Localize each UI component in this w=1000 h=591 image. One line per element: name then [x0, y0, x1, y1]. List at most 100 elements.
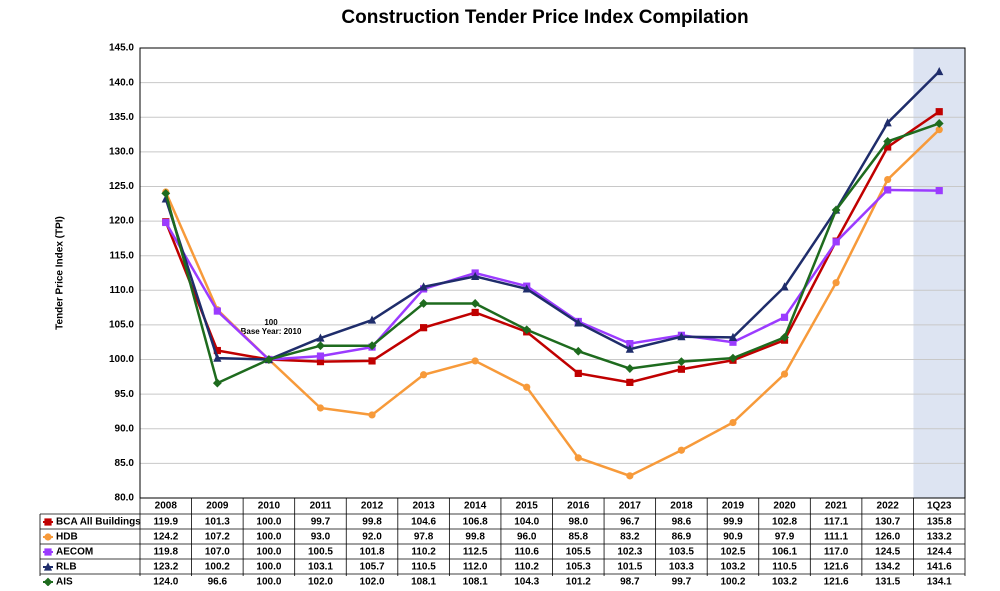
table-value: 85.8: [569, 532, 589, 543]
table-value: 100.0: [256, 547, 281, 558]
table-value: 102.0: [360, 577, 385, 586]
marker: [677, 357, 686, 367]
table-value: 135.8: [927, 517, 952, 528]
y-tick-label: 120.0: [109, 216, 134, 227]
marker: [625, 364, 635, 373]
x-tick-label: 2016: [567, 501, 590, 512]
marker: [264, 355, 274, 364]
table-value: 98.6: [672, 517, 692, 528]
table-value: 141.6: [927, 562, 952, 573]
table-value: 101.2: [566, 577, 591, 586]
marker: [471, 357, 479, 365]
y-tick-label: 100.0: [109, 354, 134, 365]
table-value: 108.1: [411, 577, 436, 586]
marker: [522, 325, 532, 335]
marker: [729, 418, 737, 427]
table-value: 111.1: [824, 532, 848, 543]
series-line: [164, 122, 940, 385]
table-value: 99.9: [723, 517, 743, 528]
table-value: 110.5: [772, 562, 797, 573]
table-value: 96.6: [208, 577, 228, 586]
marker: [677, 365, 686, 373]
table-value: 123.2: [153, 562, 178, 573]
table-value: 103.1: [308, 562, 333, 573]
marker: [626, 340, 634, 348]
marker: [523, 383, 531, 391]
table-value: 101.3: [205, 517, 230, 528]
table-value: 121.6: [824, 577, 849, 586]
table-value: 97.9: [775, 532, 795, 543]
y-tick-label: 130.0: [109, 146, 134, 157]
marker: [419, 299, 428, 308]
table-value: 102.8: [772, 517, 797, 528]
marker: [471, 271, 480, 281]
table-value: 99.7: [672, 577, 692, 586]
legend-label: RLB: [56, 562, 77, 573]
table-value: 102.5: [720, 547, 745, 558]
table-value: 103.2: [772, 577, 797, 586]
x-tick-label: 2021: [825, 501, 848, 512]
x-tick-label: 2011: [310, 501, 332, 512]
series-line: [164, 110, 940, 384]
chart-title: Construction Tender Price Index Compilat…: [341, 7, 748, 28]
table-value: 99.8: [362, 517, 382, 528]
table-value: 100.2: [720, 577, 745, 586]
marker: [574, 454, 582, 462]
marker: [780, 313, 789, 321]
x-tick-label: 2015: [516, 501, 539, 512]
table-value: 100.0: [256, 562, 281, 573]
marker: [316, 404, 325, 412]
y-tick-label: 125.0: [109, 181, 134, 192]
y-tick-label: 145.0: [109, 43, 134, 54]
table-value: 124.0: [153, 577, 178, 586]
table-value: 101.8: [360, 547, 385, 558]
table-value: 130.7: [875, 517, 900, 528]
y-tick-label: 85.0: [115, 458, 135, 469]
marker: [573, 346, 583, 356]
table-value: 134.1: [927, 577, 952, 586]
y-tick-label: 95.0: [115, 389, 135, 400]
marker: [728, 332, 738, 341]
y-axis-label: Tender Price Index (TPI): [55, 216, 66, 330]
table-value: 110.2: [411, 547, 436, 558]
marker: [316, 352, 325, 360]
x-tick-label: 2013: [412, 501, 435, 512]
marker: [522, 284, 531, 293]
table-value: 107.2: [205, 532, 230, 543]
marker: [884, 175, 892, 184]
marker: [728, 353, 738, 363]
marker: [780, 370, 789, 378]
x-tick-label: 2008: [155, 501, 178, 512]
table-value: 110.2: [514, 562, 539, 573]
y-tick-label: 135.0: [109, 112, 134, 123]
legend-label: AECOM: [56, 547, 93, 558]
table-value: 104.6: [411, 517, 436, 528]
marker: [831, 205, 841, 215]
table-value: 119.8: [154, 547, 179, 558]
marker: [935, 66, 944, 76]
table-value: 90.9: [723, 532, 743, 543]
marker: [574, 318, 583, 327]
marker: [677, 446, 686, 454]
table-value: 99.8: [465, 532, 485, 543]
x-tick-label: 2012: [361, 501, 384, 512]
table-value: 124.4: [927, 547, 952, 558]
marker: [367, 315, 377, 324]
table-value: 102.3: [617, 547, 642, 558]
legend-label: AIS: [56, 577, 73, 586]
table-value: 97.8: [414, 532, 434, 543]
table-value: 107.0: [205, 547, 230, 558]
x-tick-label: 2020: [773, 501, 796, 512]
table-value: 124.5: [875, 547, 900, 558]
marker: [419, 324, 428, 332]
marker: [316, 333, 325, 342]
marker: [162, 218, 170, 227]
series-line: [164, 128, 941, 478]
table-value: 98.7: [620, 577, 640, 586]
marker: [316, 341, 325, 351]
table-value: 105.5: [566, 547, 591, 558]
marker: [212, 378, 222, 388]
table-value: 131.5: [875, 577, 900, 586]
table-value: 102.0: [308, 577, 333, 586]
